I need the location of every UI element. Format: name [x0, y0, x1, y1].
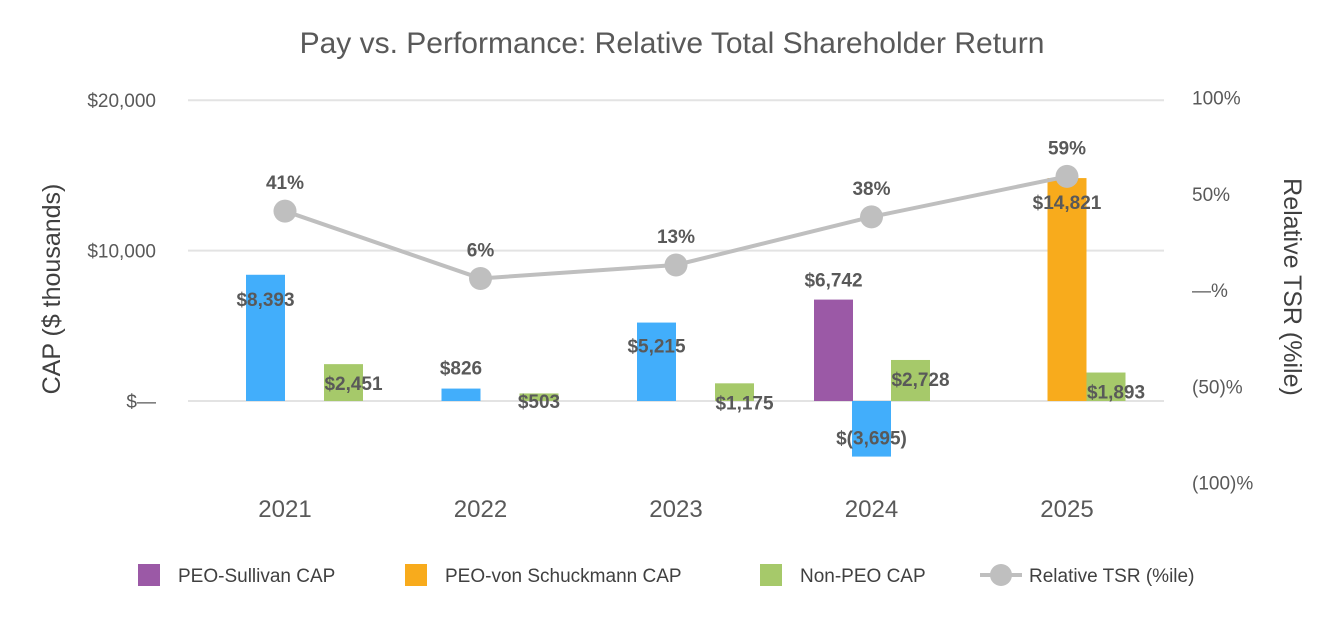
bar-data-label: $(3,695) [836, 429, 907, 450]
legend-label: PEO-Sullivan CAP [178, 566, 335, 587]
bar-data-label: $1,175 [715, 393, 774, 414]
category-label: 2024 [845, 496, 898, 523]
legend: PEO-Sullivan CAP PEO-von Schuckmann CAP No… [138, 564, 1194, 587]
tsr-point [469, 266, 492, 290]
bar-data-label: $6,742 [804, 271, 862, 292]
tsr-line [273, 164, 1079, 290]
bar [891, 359, 930, 401]
bar-data-label: $2,728 [891, 370, 949, 391]
tsr-data-label: 6% [467, 240, 495, 261]
data-labels: $8,393 $826 $5,215 $6,742 $(3,695) $14,821 $2,… [236, 138, 1145, 449]
bar [715, 383, 754, 401]
bars [246, 178, 1126, 457]
tsr-data-label: 13% [657, 227, 695, 248]
bar [246, 274, 285, 401]
left-axis-ticks: $20,000 $10,000 $— [87, 91, 156, 413]
tsr-data-label: 38% [852, 179, 890, 200]
right-tick-label: —% [1192, 281, 1228, 302]
legend-label: PEO-von Schuckmann CAP [445, 566, 682, 587]
bar-data-label: $503 [518, 392, 560, 413]
category-label: 2022 [454, 496, 507, 523]
tsr-point [860, 205, 883, 229]
right-tick-label: 100% [1192, 89, 1241, 110]
category-label: 2023 [649, 496, 702, 523]
category-labels: 2021 2022 2023 2024 2025 [258, 496, 1093, 523]
legend-swatch [138, 564, 160, 586]
bar-data-label: $14,821 [1033, 193, 1102, 214]
category-label: 2021 [258, 496, 311, 523]
bar-data-label: $1,893 [1087, 383, 1145, 404]
bar [441, 388, 481, 401]
bar [814, 299, 853, 401]
bar-data-label: $5,215 [627, 337, 686, 358]
right-axis-title: Relative TSR (%ile) [1278, 178, 1306, 396]
right-tick-label: 50% [1192, 185, 1230, 206]
left-axis-title: CAP ($ thousands) [38, 184, 66, 395]
chart-title: Pay vs. Performance: Relative Total Shar… [300, 27, 1045, 60]
bar-data-label: $2,451 [324, 374, 383, 395]
bar [519, 393, 559, 401]
left-tick-label: $— [126, 392, 156, 413]
bar [637, 322, 676, 401]
bar [852, 401, 891, 457]
left-tick-label: $10,000 [87, 242, 156, 263]
tsr-data-label: 59% [1048, 138, 1086, 159]
right-axis-ticks: 100% 50% —% (50)% (100)% [1192, 89, 1253, 495]
right-tick-label: (50)% [1192, 377, 1243, 398]
legend-swatch [405, 564, 427, 586]
legend-label: Non-PEO CAP [800, 566, 926, 587]
left-tick-label: $20,000 [87, 91, 156, 112]
bar [324, 364, 363, 401]
bar-data-label: $8,393 [236, 290, 294, 311]
tsr-point [273, 199, 297, 223]
right-tick-label: (100)% [1192, 474, 1253, 495]
bar-data-label: $826 [440, 359, 482, 380]
tsr-data-label: 41% [266, 173, 304, 194]
category-label: 2025 [1040, 496, 1093, 523]
bar [1086, 372, 1126, 401]
legend-label: Relative TSR (%ile) [1029, 566, 1194, 587]
legend-swatch [760, 564, 782, 586]
bar [1047, 178, 1087, 401]
legend-marker [990, 564, 1012, 586]
tsr-point [1055, 164, 1079, 188]
tsr-point [664, 253, 688, 277]
